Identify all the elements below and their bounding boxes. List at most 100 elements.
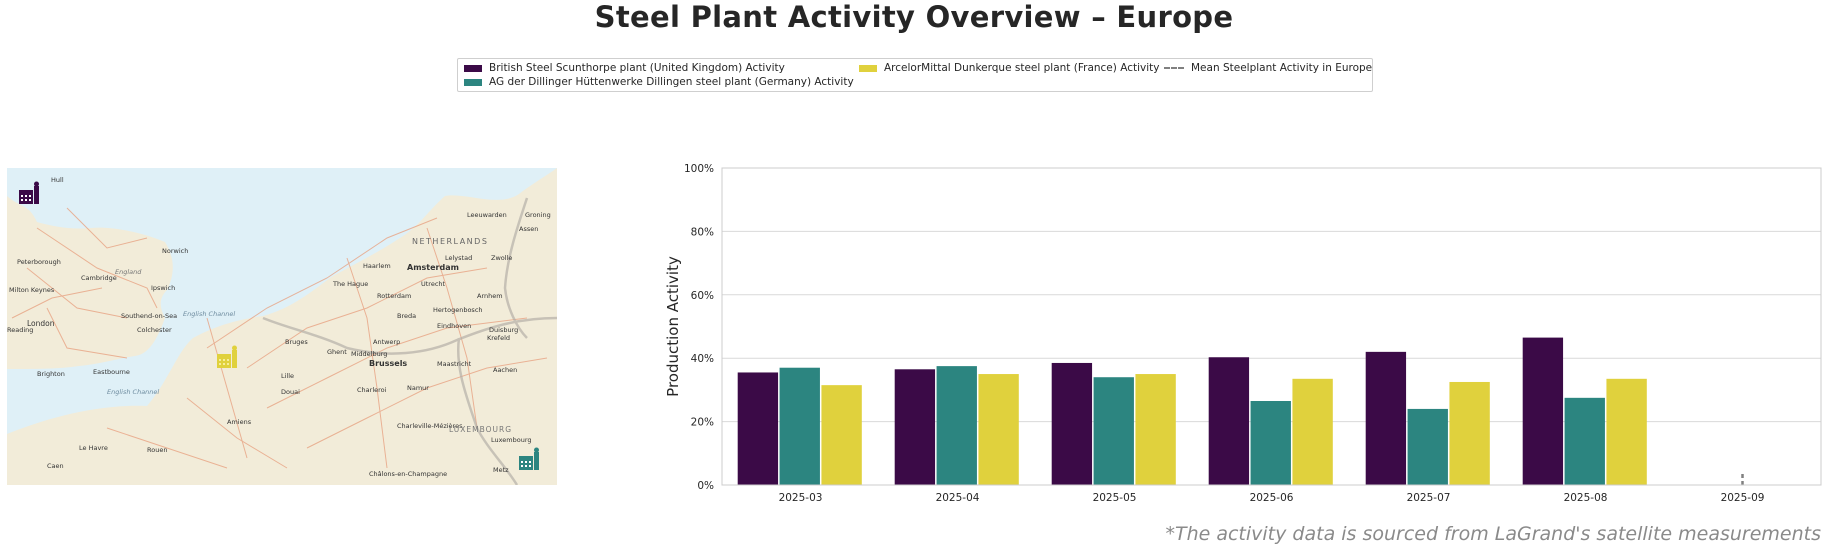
map-label: Southend-on-Sea bbox=[121, 312, 177, 320]
x-tick-label: 2025-04 bbox=[936, 492, 980, 504]
map-label: Amsterdam bbox=[407, 263, 459, 272]
x-tick-label: 2025-06 bbox=[1250, 492, 1294, 504]
y-axis-label: Production Activity bbox=[664, 256, 682, 397]
bar bbox=[1135, 374, 1176, 485]
europe-map: Hull Leeuwarden Groning Assen NETHERLAND… bbox=[7, 168, 557, 485]
legend-dash-mean bbox=[1164, 67, 1184, 69]
x-tick-labels: 2025-03 2025-04 2025-05 2025-06 2025-07 2025-… bbox=[779, 492, 1765, 504]
map-label: NETHERLANDS bbox=[412, 237, 488, 246]
map-label: Charleroi bbox=[357, 386, 387, 394]
map-label: Antwerp bbox=[373, 338, 400, 346]
footnote: *The activity data is sourced from LaGra… bbox=[1165, 523, 1821, 545]
map-label: Zwolle bbox=[491, 254, 512, 262]
legend-swatch-dunkerque bbox=[859, 64, 877, 72]
map-label: Bruges bbox=[285, 338, 308, 346]
england-land bbox=[7, 196, 173, 369]
map-roads bbox=[11, 207, 548, 469]
map-label: London bbox=[27, 319, 55, 328]
map-canvas: Hull Leeuwarden Groning Assen NETHERLAND… bbox=[7, 168, 557, 485]
y-tick-labels: 0% 20% 40% 60% 80% 100% bbox=[684, 163, 714, 492]
legend-label-dunkerque: ArcelorMittal Dunkerque steel plant (Fra… bbox=[884, 62, 1160, 74]
x-tick-label: 2025-05 bbox=[1093, 492, 1137, 504]
map-label: Brussels bbox=[369, 359, 407, 368]
x-tick-label: 2025-08 bbox=[1564, 492, 1608, 504]
map-label: English Channel bbox=[107, 388, 159, 396]
bar-group bbox=[737, 337, 1647, 485]
map-label: English Channel bbox=[183, 310, 235, 318]
map-label: Duisburg bbox=[489, 326, 518, 334]
map-label: Aachen bbox=[493, 366, 517, 374]
map-label: Amiens bbox=[227, 418, 252, 426]
bar bbox=[1606, 378, 1647, 485]
y-tick-label: 100% bbox=[684, 163, 714, 175]
map-label: Brighton bbox=[37, 370, 65, 378]
map-label: Arnhem bbox=[477, 292, 503, 300]
map-label: Hertogenbosch bbox=[433, 306, 483, 314]
map-label: Ipswich bbox=[151, 284, 175, 292]
bar bbox=[1407, 408, 1448, 485]
map-label: Rouen bbox=[147, 446, 167, 454]
map-label: Lille bbox=[281, 372, 294, 380]
bar bbox=[1564, 397, 1605, 485]
bar bbox=[978, 374, 1019, 485]
plot-frame bbox=[721, 167, 1822, 486]
bar bbox=[1250, 400, 1291, 485]
map-label: Hull bbox=[51, 176, 64, 184]
legend-swatch-dillingen bbox=[464, 78, 482, 86]
map-label: Rotterdam bbox=[377, 292, 411, 300]
x-tick-label: 2025-03 bbox=[779, 492, 823, 504]
map-label: Leeuwarden bbox=[467, 211, 507, 219]
y-tick-label: 20% bbox=[691, 417, 714, 429]
bar bbox=[1522, 337, 1564, 485]
legend-item-dillingen: AG der Dillinger Hüttenwerke Dillingen s… bbox=[464, 75, 854, 89]
bar bbox=[737, 372, 779, 485]
map-label: England bbox=[115, 268, 142, 276]
map-label: Charleville-Mézières bbox=[397, 422, 463, 430]
bar bbox=[1208, 357, 1250, 485]
scunthorpe-plant-marker-icon bbox=[19, 181, 39, 204]
bar bbox=[1292, 378, 1333, 485]
bar bbox=[1365, 351, 1407, 485]
map-label: Caen bbox=[47, 462, 64, 470]
map-label: Luxembourg bbox=[491, 436, 532, 444]
map-label: Milton Keynes bbox=[9, 286, 55, 294]
x-tick-label: 2025-09 bbox=[1721, 492, 1765, 504]
legend-label-scunthorpe: British Steel Scunthorpe plant (United K… bbox=[489, 62, 785, 74]
map-label: Breda bbox=[397, 312, 416, 320]
bar bbox=[936, 366, 977, 485]
y-tick-label: 60% bbox=[691, 290, 714, 302]
map-label: Châlons-en-Champagne bbox=[369, 470, 447, 478]
legend-item-scunthorpe: British Steel Scunthorpe plant (United K… bbox=[464, 61, 785, 75]
bar bbox=[779, 367, 820, 485]
map-label: Cambridge bbox=[81, 274, 117, 282]
map-label: Ghent bbox=[327, 348, 347, 356]
legend-item-dunkerque: ArcelorMittal Dunkerque steel plant (Fra… bbox=[859, 61, 1159, 75]
map-label: Lelystad bbox=[445, 254, 472, 262]
dillingen-plant-marker-icon bbox=[519, 447, 539, 470]
bar bbox=[1051, 362, 1093, 485]
bar bbox=[1449, 381, 1490, 485]
map-borders bbox=[262, 197, 557, 485]
map-label: Groning bbox=[525, 211, 551, 219]
map-label: Eastbourne bbox=[93, 368, 130, 376]
map-label: The Hague bbox=[332, 280, 368, 288]
bar bbox=[894, 369, 936, 485]
map-label: Douai bbox=[281, 388, 300, 396]
map-labels: Hull Leeuwarden Groning Assen NETHERLAND… bbox=[7, 176, 551, 478]
map-label: Maastricht bbox=[437, 360, 472, 368]
map-label: Krefeld bbox=[487, 334, 510, 342]
map-label: Utrecht bbox=[421, 280, 446, 288]
map-label: Peterborough bbox=[17, 258, 61, 266]
dunkerque-plant-marker-icon bbox=[217, 345, 237, 368]
map-label: Middelburg bbox=[351, 350, 387, 358]
chart-legend: British Steel Scunthorpe plant (United K… bbox=[457, 58, 1373, 92]
map-label: Haarlem bbox=[363, 262, 391, 270]
map-label: Le Havre bbox=[79, 444, 108, 452]
legend-item-mean: Mean Steelplant Activity in Europe bbox=[1164, 61, 1372, 75]
legend-label-dillingen: AG der Dillinger Hüttenwerke Dillingen s… bbox=[489, 76, 854, 88]
legend-swatch-scunthorpe bbox=[464, 64, 482, 72]
continent-land bbox=[7, 168, 557, 485]
map-label: Assen bbox=[519, 225, 538, 233]
y-tick-label: 0% bbox=[697, 480, 714, 492]
